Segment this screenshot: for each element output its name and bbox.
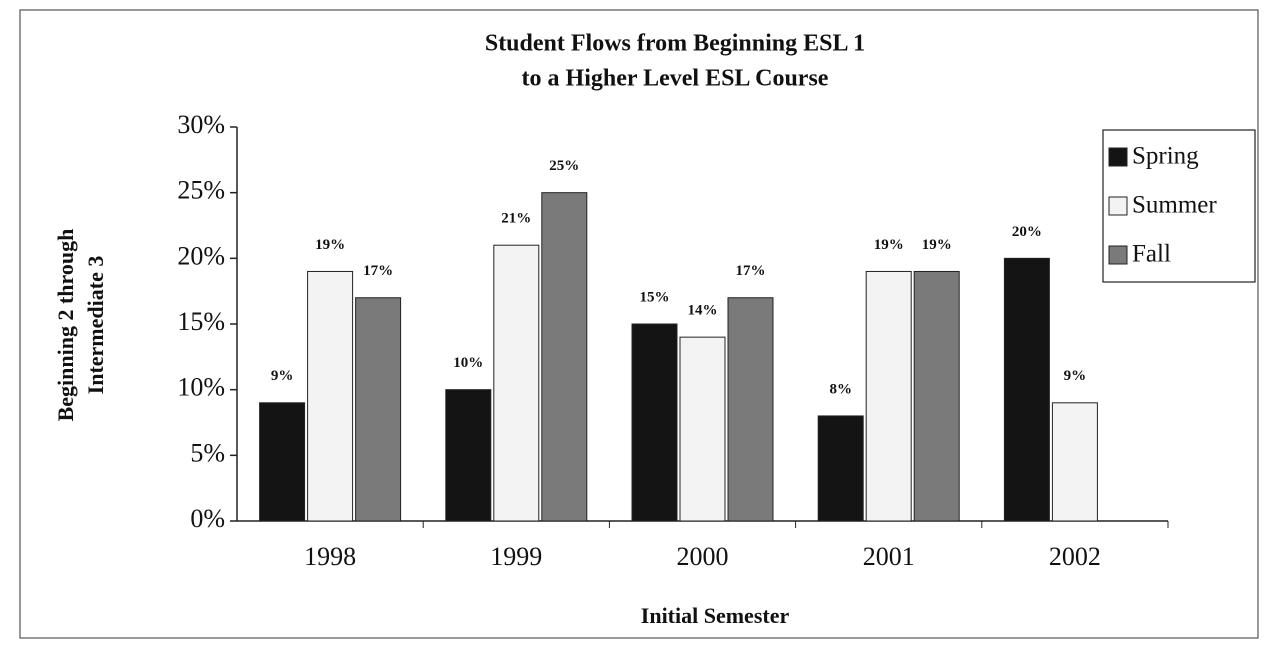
y-tick-label: 5% — [190, 438, 225, 467]
bar — [817, 415, 864, 522]
x-tick-label: 2002 — [1049, 542, 1101, 571]
bar — [259, 402, 306, 522]
value-label: 9% — [1064, 368, 1087, 384]
bar — [679, 336, 726, 522]
value-label: 19% — [874, 237, 904, 253]
y-tick-label: 15% — [177, 307, 225, 336]
bar — [355, 297, 402, 522]
chart-frame — [19, 9, 1259, 639]
y-tick-label: 25% — [177, 176, 225, 205]
legend-label: Fall — [1132, 241, 1171, 268]
y-axis-title: Beginning 2 through — [53, 229, 78, 422]
value-label: 14% — [688, 303, 718, 319]
bar — [445, 389, 492, 522]
x-axis-title: Initial Semester — [641, 603, 790, 628]
bar — [307, 270, 354, 522]
y-tick-label: 20% — [177, 241, 225, 270]
legend-label: Summer — [1132, 192, 1217, 219]
value-label: 17% — [736, 263, 766, 279]
bar — [865, 270, 912, 522]
value-label: 10% — [453, 355, 483, 371]
value-label: 8% — [829, 381, 852, 397]
legend-swatch — [1108, 196, 1128, 216]
value-label: 19% — [315, 237, 345, 253]
y-tick-label: 10% — [177, 373, 225, 402]
value-label: 21% — [501, 211, 531, 227]
legend-swatch — [1108, 245, 1128, 265]
bar — [1051, 402, 1098, 522]
chart-title: to a Higher Level ESL Course — [522, 66, 829, 92]
chart-title: Student Flows from Beginning ESL 1 — [485, 31, 865, 57]
x-tick-label: 1999 — [490, 542, 542, 571]
legend-label: Spring — [1132, 143, 1199, 170]
x-tick-label: 2000 — [677, 542, 729, 571]
value-label: 20% — [1012, 224, 1042, 240]
value-label: 15% — [640, 289, 670, 305]
y-tick-label: 0% — [190, 504, 225, 533]
bar — [727, 297, 774, 522]
x-tick-label: 1998 — [304, 542, 356, 571]
bar — [913, 270, 960, 522]
y-tick-label: 30% — [177, 110, 225, 139]
legend-box — [1102, 129, 1256, 283]
bar — [493, 244, 540, 522]
y-axis-title: Intermediate 3 — [83, 256, 108, 395]
value-label: 17% — [363, 263, 393, 279]
legend-swatch — [1108, 147, 1128, 167]
bar — [631, 323, 678, 522]
value-label: 9% — [271, 368, 294, 384]
x-tick-label: 2001 — [863, 542, 915, 571]
value-label: 19% — [922, 237, 952, 253]
bar — [541, 192, 588, 522]
value-label: 25% — [549, 158, 579, 174]
bar — [1003, 257, 1050, 522]
